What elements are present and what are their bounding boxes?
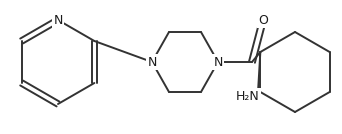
Text: N: N [147,55,157,68]
Text: N: N [53,14,63,27]
Text: N: N [213,55,223,68]
Text: H₂N: H₂N [236,90,260,103]
Text: O: O [258,14,268,27]
